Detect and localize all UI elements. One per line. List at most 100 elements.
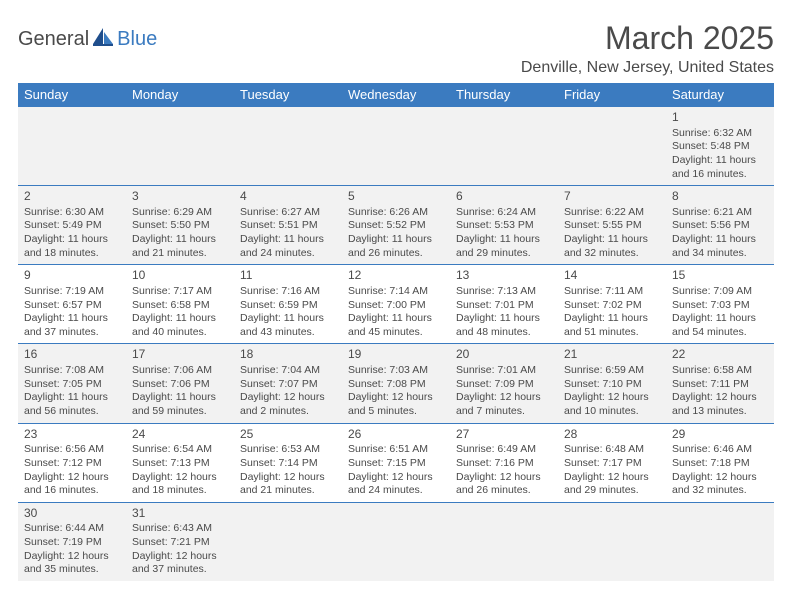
sunset-text: Sunset: 6:57 PM [24,299,120,313]
sunrise-text: Sunrise: 7:06 AM [132,364,228,378]
day-cell [450,107,558,186]
day-number: 23 [24,427,120,443]
daylight-text: Daylight: 11 hours and 43 minutes. [240,312,336,339]
sunrise-text: Sunrise: 6:58 AM [672,364,768,378]
sunrise-text: Sunrise: 7:14 AM [348,285,444,299]
sunset-text: Sunset: 5:55 PM [564,219,660,233]
sunset-text: Sunset: 7:15 PM [348,457,444,471]
sunrise-text: Sunrise: 6:59 AM [564,364,660,378]
day-number: 15 [672,268,768,284]
sunset-text: Sunset: 7:08 PM [348,378,444,392]
day-number: 31 [132,506,228,522]
sunrise-text: Sunrise: 7:09 AM [672,285,768,299]
sunset-text: Sunset: 5:51 PM [240,219,336,233]
day-number: 16 [24,347,120,363]
daylight-text: Daylight: 12 hours and 35 minutes. [24,550,120,577]
daylight-text: Daylight: 11 hours and 45 minutes. [348,312,444,339]
sunrise-text: Sunrise: 7:04 AM [240,364,336,378]
daylight-text: Daylight: 12 hours and 37 minutes. [132,550,228,577]
day-number: 19 [348,347,444,363]
daylight-text: Daylight: 11 hours and 54 minutes. [672,312,768,339]
day-cell: 12Sunrise: 7:14 AMSunset: 7:00 PMDayligh… [342,265,450,344]
daylight-text: Daylight: 12 hours and 2 minutes. [240,391,336,418]
sunset-text: Sunset: 7:10 PM [564,378,660,392]
daylight-text: Daylight: 12 hours and 10 minutes. [564,391,660,418]
sunset-text: Sunset: 5:48 PM [672,140,768,154]
daylight-text: Daylight: 12 hours and 16 minutes. [24,471,120,498]
sunset-text: Sunset: 7:18 PM [672,457,768,471]
day-cell: 15Sunrise: 7:09 AMSunset: 7:03 PMDayligh… [666,265,774,344]
day-cell [234,502,342,581]
daylight-text: Daylight: 12 hours and 18 minutes. [132,471,228,498]
day-cell [558,502,666,581]
day-number: 22 [672,347,768,363]
sunset-text: Sunset: 7:16 PM [456,457,552,471]
day-cell: 16Sunrise: 7:08 AMSunset: 7:05 PMDayligh… [18,344,126,423]
sunrise-text: Sunrise: 7:11 AM [564,285,660,299]
sunrise-text: Sunrise: 6:22 AM [564,206,660,220]
daylight-text: Daylight: 11 hours and 56 minutes. [24,391,120,418]
day-cell: 27Sunrise: 6:49 AMSunset: 7:16 PMDayligh… [450,423,558,502]
day-cell: 31Sunrise: 6:43 AMSunset: 7:21 PMDayligh… [126,502,234,581]
sunset-text: Sunset: 6:58 PM [132,299,228,313]
day-number: 6 [456,189,552,205]
sunset-text: Sunset: 5:49 PM [24,219,120,233]
sunset-text: Sunset: 5:50 PM [132,219,228,233]
sunrise-text: Sunrise: 7:19 AM [24,285,120,299]
month-title: March 2025 [521,20,774,57]
daylight-text: Daylight: 12 hours and 13 minutes. [672,391,768,418]
day-cell: 20Sunrise: 7:01 AMSunset: 7:09 PMDayligh… [450,344,558,423]
sunset-text: Sunset: 7:12 PM [24,457,120,471]
sunrise-text: Sunrise: 7:13 AM [456,285,552,299]
day-number: 4 [240,189,336,205]
daylight-text: Daylight: 12 hours and 32 minutes. [672,471,768,498]
day-number: 2 [24,189,120,205]
sunrise-text: Sunrise: 6:56 AM [24,443,120,457]
day-cell: 4Sunrise: 6:27 AMSunset: 5:51 PMDaylight… [234,186,342,265]
day-number: 17 [132,347,228,363]
day-number: 9 [24,268,120,284]
day-header: Saturday [666,83,774,107]
day-number: 5 [348,189,444,205]
sunrise-text: Sunrise: 6:32 AM [672,127,768,141]
sunset-text: Sunset: 7:06 PM [132,378,228,392]
daylight-text: Daylight: 11 hours and 48 minutes. [456,312,552,339]
daylight-text: Daylight: 11 hours and 21 minutes. [132,233,228,260]
day-cell: 7Sunrise: 6:22 AMSunset: 5:55 PMDaylight… [558,186,666,265]
sunrise-text: Sunrise: 7:16 AM [240,285,336,299]
day-number: 26 [348,427,444,443]
daylight-text: Daylight: 11 hours and 26 minutes. [348,233,444,260]
sunrise-text: Sunrise: 7:08 AM [24,364,120,378]
day-number: 1 [672,110,768,126]
day-cell: 19Sunrise: 7:03 AMSunset: 7:08 PMDayligh… [342,344,450,423]
day-header: Sunday [18,83,126,107]
day-header: Thursday [450,83,558,107]
day-number: 7 [564,189,660,205]
day-cell: 30Sunrise: 6:44 AMSunset: 7:19 PMDayligh… [18,502,126,581]
day-cell [558,107,666,186]
sunset-text: Sunset: 7:05 PM [24,378,120,392]
week-row: 23Sunrise: 6:56 AMSunset: 7:12 PMDayligh… [18,423,774,502]
sunrise-text: Sunrise: 7:01 AM [456,364,552,378]
daylight-text: Daylight: 11 hours and 51 minutes. [564,312,660,339]
sunrise-text: Sunrise: 6:51 AM [348,443,444,457]
sunset-text: Sunset: 7:14 PM [240,457,336,471]
day-cell: 10Sunrise: 7:17 AMSunset: 6:58 PMDayligh… [126,265,234,344]
header: General Blue March 2025 Denville, New Je… [18,20,774,77]
logo-sail-icon [93,28,115,51]
sunset-text: Sunset: 7:09 PM [456,378,552,392]
sunset-text: Sunset: 7:07 PM [240,378,336,392]
day-header-row: Sunday Monday Tuesday Wednesday Thursday… [18,83,774,107]
sunrise-text: Sunrise: 6:21 AM [672,206,768,220]
logo-blue-text: Blue [117,28,157,51]
daylight-text: Daylight: 12 hours and 21 minutes. [240,471,336,498]
sunrise-text: Sunrise: 6:29 AM [132,206,228,220]
sunset-text: Sunset: 7:00 PM [348,299,444,313]
daylight-text: Daylight: 11 hours and 32 minutes. [564,233,660,260]
daylight-text: Daylight: 11 hours and 37 minutes. [24,312,120,339]
day-cell: 9Sunrise: 7:19 AMSunset: 6:57 PMDaylight… [18,265,126,344]
daylight-text: Daylight: 12 hours and 24 minutes. [348,471,444,498]
logo: General Blue [18,20,157,51]
day-header: Monday [126,83,234,107]
sunrise-text: Sunrise: 6:26 AM [348,206,444,220]
